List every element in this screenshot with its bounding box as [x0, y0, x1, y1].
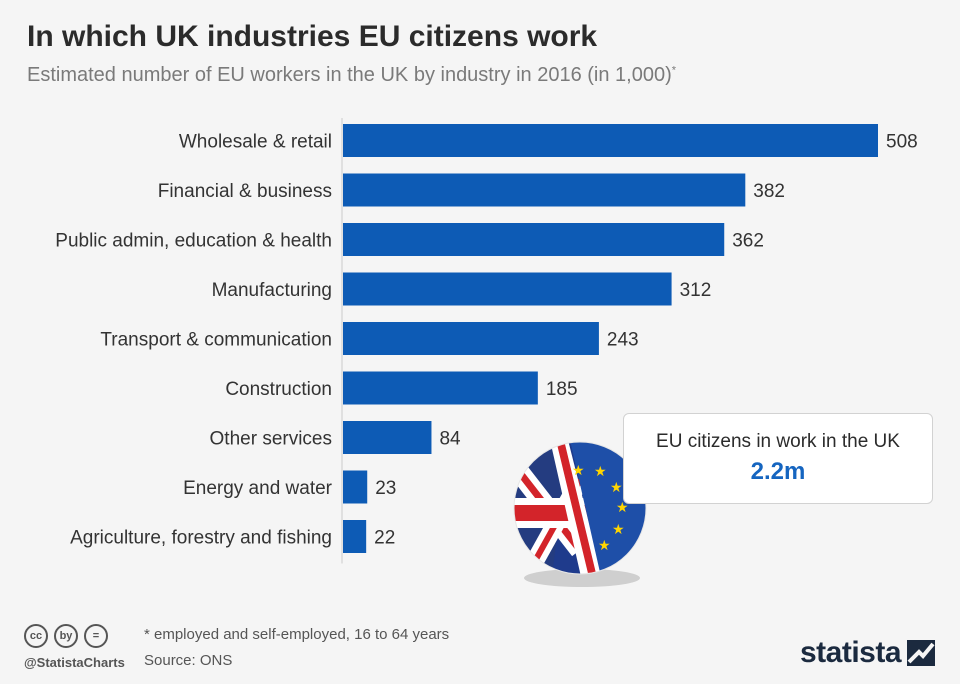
chart-subtitle: Estimated number of EU workers in the UK… — [27, 64, 676, 87]
value-label: 382 — [753, 181, 785, 202]
svg-text:★: ★ — [572, 463, 585, 479]
bar[interactable] — [343, 223, 725, 256]
footnote: * employed and self-employed, 16 to 64 y… — [144, 626, 450, 643]
source-note: Source: ONS — [144, 652, 233, 669]
bar[interactable] — [343, 272, 672, 306]
category-label: Manufacturing — [212, 280, 332, 301]
bar[interactable] — [343, 173, 746, 207]
total-callout-box: EU citizens in work in the UK 2.2m — [623, 413, 933, 504]
statista-logo[interactable]: statista — [800, 636, 936, 670]
callout-value: 2.2m — [750, 458, 806, 485]
value-label: 243 — [607, 330, 639, 351]
value-label: 84 — [439, 429, 461, 450]
no-derivatives-icon: = — [84, 624, 108, 648]
category-label: Energy and water — [183, 478, 333, 499]
uk-eu-flag-ball-illustration: ★ ★ ★ ★ ★ ★ — [510, 440, 660, 595]
bar[interactable] — [343, 124, 878, 157]
value-label: 312 — [680, 280, 712, 301]
license-icons: cc by = — [24, 624, 108, 648]
category-label: Financial & business — [158, 181, 332, 202]
attribution-icon: by — [54, 624, 78, 648]
value-label: 22 — [374, 528, 395, 549]
subtitle-footnote-marker: * — [671, 64, 677, 77]
bar-chart: Wholesale & retail 508 Financial & busines… — [55, 118, 918, 564]
category-label: Agriculture, forestry and fishing — [70, 528, 332, 549]
bar[interactable] — [343, 470, 368, 504]
bar[interactable] — [343, 421, 432, 454]
value-label: 362 — [732, 231, 764, 252]
subtitle-text: Estimated number of EU workers in the UK… — [27, 64, 672, 86]
bar[interactable] — [343, 520, 367, 553]
svg-text:★: ★ — [612, 522, 625, 538]
statista-logo-icon — [907, 640, 936, 666]
category-label: Wholesale & retail — [179, 132, 332, 153]
category-label: Transport & communication — [100, 330, 332, 351]
chart-title: In which UK industries EU citizens work — [27, 20, 598, 53]
brand-text: statista — [800, 636, 902, 669]
value-label: 185 — [546, 379, 578, 400]
svg-text:★: ★ — [610, 480, 623, 496]
svg-text:★: ★ — [598, 538, 611, 554]
category-label: Construction — [225, 379, 332, 400]
callout-label: EU citizens in work in the UK — [656, 431, 900, 452]
twitter-handle[interactable]: @StatistaCharts — [24, 655, 125, 670]
creative-commons-icon: cc — [24, 624, 48, 648]
svg-text:★: ★ — [594, 464, 607, 480]
category-label: Public admin, education & health — [55, 231, 332, 252]
bar[interactable] — [343, 322, 599, 355]
category-label: Other services — [210, 429, 332, 450]
bar[interactable] — [343, 371, 538, 405]
svg-text:★: ★ — [616, 500, 629, 516]
value-label: 508 — [886, 132, 918, 153]
value-label: 23 — [375, 478, 396, 499]
